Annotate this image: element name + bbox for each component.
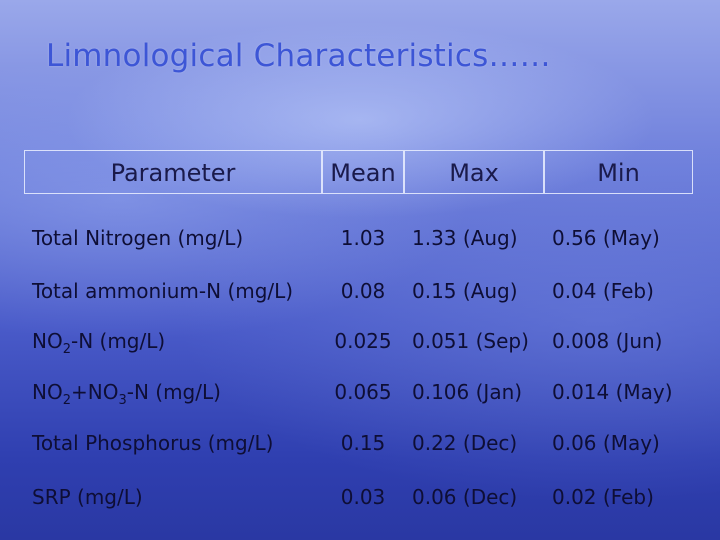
header-parameter: Parameter bbox=[24, 150, 322, 194]
min-cell: 0.06 (May) bbox=[552, 431, 660, 455]
max-cell: 0.051 (Sep) bbox=[412, 329, 529, 353]
mean-cell: 0.025 bbox=[334, 329, 392, 353]
min-cell: 0.04 (Feb) bbox=[552, 279, 654, 303]
slide-title: Limnological Characteristics…… bbox=[46, 38, 551, 74]
max-cell: 1.33 (Aug) bbox=[412, 226, 518, 250]
table-row-total-nitrogen: Total Nitrogen (mg/L) 1.03 1.33 (Aug) 0.… bbox=[0, 218, 720, 258]
max-cell: 0.106 (Jan) bbox=[412, 380, 523, 404]
table-row-no2-no3: NO2+NO3-N (mg/L) 0.065 0.106 (Jan) 0.014… bbox=[0, 372, 720, 412]
parameter-cell: NO2-N (mg/L) bbox=[32, 329, 166, 357]
parameter-cell: Total Nitrogen (mg/L) bbox=[32, 226, 244, 250]
mean-cell: 0.08 bbox=[340, 279, 386, 303]
min-cell: 0.014 (May) bbox=[552, 380, 673, 404]
max-cell: 0.06 (Dec) bbox=[412, 485, 518, 509]
max-cell: 0.15 (Aug) bbox=[412, 279, 518, 303]
max-cell: 0.22 (Dec) bbox=[412, 431, 518, 455]
table-row-total-ammonium: Total ammonium-N (mg/L) 0.08 0.15 (Aug) … bbox=[0, 271, 720, 311]
parameter-cell: NO2+NO3-N (mg/L) bbox=[32, 380, 221, 408]
header-mean: Mean bbox=[322, 150, 404, 194]
table-row-total-phosphorus: Total Phosphorus (mg/L) 0.15 0.22 (Dec) … bbox=[0, 423, 720, 463]
header-min: Min bbox=[544, 150, 693, 194]
mean-cell: 0.065 bbox=[334, 380, 392, 404]
min-cell: 0.008 (Jun) bbox=[552, 329, 663, 353]
mean-cell: 0.03 bbox=[340, 485, 386, 509]
parameter-cell: SRP (mg/L) bbox=[32, 485, 143, 509]
table-row-srp: SRP (mg/L) 0.03 0.06 (Dec) 0.02 (Feb) bbox=[0, 477, 720, 517]
parameter-cell: Total ammonium-N (mg/L) bbox=[32, 279, 294, 303]
min-cell: 0.02 (Feb) bbox=[552, 485, 654, 509]
header-max: Max bbox=[404, 150, 544, 194]
table-row-no2: NO2-N (mg/L) 0.025 0.051 (Sep) 0.008 (Ju… bbox=[0, 321, 720, 361]
mean-cell: 0.15 bbox=[340, 431, 386, 455]
min-cell: 0.56 (May) bbox=[552, 226, 660, 250]
mean-cell: 1.03 bbox=[340, 226, 386, 250]
parameter-cell: Total Phosphorus (mg/L) bbox=[32, 431, 274, 455]
